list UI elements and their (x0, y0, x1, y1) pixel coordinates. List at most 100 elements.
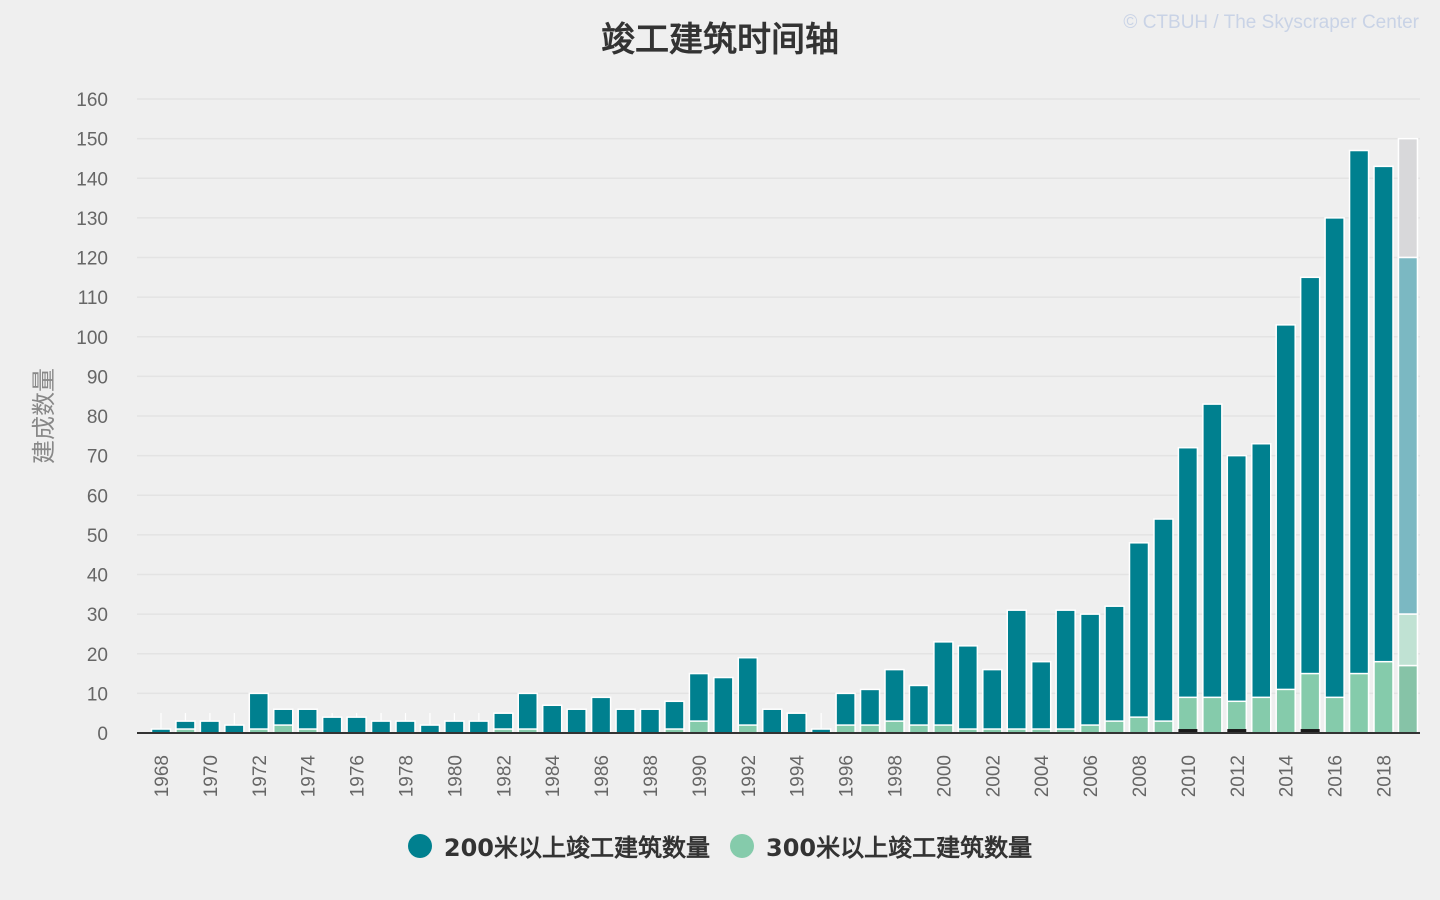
bar-200m (957, 645, 979, 734)
bar-projection-remaining (1397, 137, 1419, 259)
bar-300m (835, 724, 856, 734)
legend-item-300m[interactable]: 300米以上竣工建筑数量 (730, 828, 1032, 863)
bar-200m (982, 668, 1003, 734)
x-tick-label: 2012 (1228, 755, 1249, 797)
bar-200m (419, 724, 441, 734)
bar-200m (395, 720, 416, 734)
bar-200m (1055, 609, 1076, 734)
x-tick-label: 1994 (788, 755, 809, 798)
x-tick-label: 1996 (837, 755, 858, 797)
y-tick-label: 80 (87, 407, 108, 428)
bar-600m (1178, 729, 1198, 733)
bar-200m (1275, 324, 1296, 734)
bar-200m (762, 708, 783, 734)
bar-200m (248, 692, 270, 734)
y-tick-label: 150 (76, 130, 108, 151)
bar-200m (1079, 613, 1101, 734)
bar-200m (713, 676, 734, 734)
x-tick-label: 1980 (445, 755, 466, 797)
bar-300m (1324, 696, 1345, 734)
bar-300m (1275, 688, 1296, 734)
x-tick-label: 2018 (1375, 755, 1396, 797)
x-tick-label: 1988 (641, 755, 662, 797)
bar-200m (1202, 403, 1223, 734)
bar-projection-300m-completed (1397, 664, 1419, 734)
bar-300m (273, 724, 294, 734)
bar-300m (1202, 696, 1223, 734)
bar-200m (1373, 165, 1394, 734)
bar-300m (933, 724, 954, 734)
x-tick-label: 2016 (1326, 755, 1347, 797)
bar-200m (370, 720, 392, 734)
bar-300m (1226, 700, 1248, 734)
bar-200m (321, 716, 343, 734)
y-tick-label: 20 (87, 645, 108, 666)
bar-projection-300m (1397, 613, 1419, 667)
y-tick-label: 60 (87, 486, 108, 507)
legend-label-300m: 300米以上竣工建筑数量 (766, 834, 1033, 862)
x-tick-label: 2002 (983, 755, 1004, 797)
y-tick-label: 110 (78, 288, 108, 309)
bar-200m (1104, 605, 1125, 734)
bar-200m (1177, 446, 1199, 734)
bar-300m (1299, 672, 1321, 734)
bar-300m (1177, 696, 1199, 734)
bar-200m (933, 641, 954, 734)
y-tick-label: 160 (76, 90, 108, 111)
bar-projection-200m (1397, 256, 1419, 615)
bar-200m (224, 724, 245, 734)
bar-600m (1227, 729, 1247, 733)
bar-300m (884, 720, 905, 734)
x-tick-label: 2014 (1277, 755, 1298, 798)
y-tick-label: 90 (87, 367, 108, 388)
legend-dot-200m (407, 833, 432, 858)
bar-200m (199, 720, 221, 734)
bar-200m (1030, 660, 1052, 734)
x-tick-label: 1974 (299, 755, 320, 798)
x-tick-label: 1984 (543, 755, 564, 798)
bar-200m (1128, 542, 1150, 734)
bar-200m (1006, 609, 1027, 734)
y-tick-label: 30 (87, 605, 108, 626)
bar-200m (737, 656, 759, 734)
bar-200m (346, 716, 367, 734)
bar-300m (1079, 724, 1101, 734)
x-tick-label: 1972 (250, 755, 271, 797)
bar-300m (908, 724, 930, 734)
bar-200m (566, 708, 587, 734)
bar-200m (639, 708, 661, 734)
x-tick-label: 1978 (397, 755, 418, 797)
x-tick-label: 1986 (592, 755, 613, 797)
bar-300m (1153, 720, 1174, 734)
bar-200m (1324, 217, 1345, 734)
y-tick-label: 50 (87, 526, 108, 547)
x-tick-label: 1968 (152, 755, 173, 797)
bar-300m (1373, 660, 1394, 734)
bar-200m (1299, 276, 1321, 734)
bar-200m (1226, 454, 1248, 734)
bar-200m (1348, 149, 1370, 734)
bar-300m (1251, 696, 1272, 734)
bar-300m (1128, 716, 1150, 734)
y-tick-label: 130 (76, 209, 108, 230)
x-tick-label: 2004 (1032, 755, 1053, 798)
x-tick-label: 1992 (739, 755, 760, 797)
y-tick-label: 40 (87, 566, 108, 587)
x-tick-label: 1970 (201, 755, 222, 797)
bar-300m (1348, 672, 1370, 734)
y-tick-label: 0 (97, 724, 108, 745)
legend-label-200m: 200米以上竣工建筑数量 (443, 834, 710, 862)
y-tick-label: 10 (87, 684, 108, 705)
x-tick-label: 2006 (1081, 755, 1102, 797)
credit-text: © CTBUH / The Skyscraper Center (1123, 12, 1419, 33)
legend-item-200m[interactable]: 200米以上竣工建筑数量 (407, 828, 710, 863)
bar-300m (688, 720, 710, 734)
x-tick-label: 1990 (690, 755, 711, 797)
x-tick-label: 1976 (348, 755, 369, 797)
bar-200m (444, 720, 465, 734)
bar-200m (1153, 518, 1174, 734)
x-tick-label: 1998 (886, 755, 907, 797)
chart-title: 竣工建筑时间轴 (601, 20, 839, 60)
x-tick-label: 2000 (934, 755, 955, 797)
